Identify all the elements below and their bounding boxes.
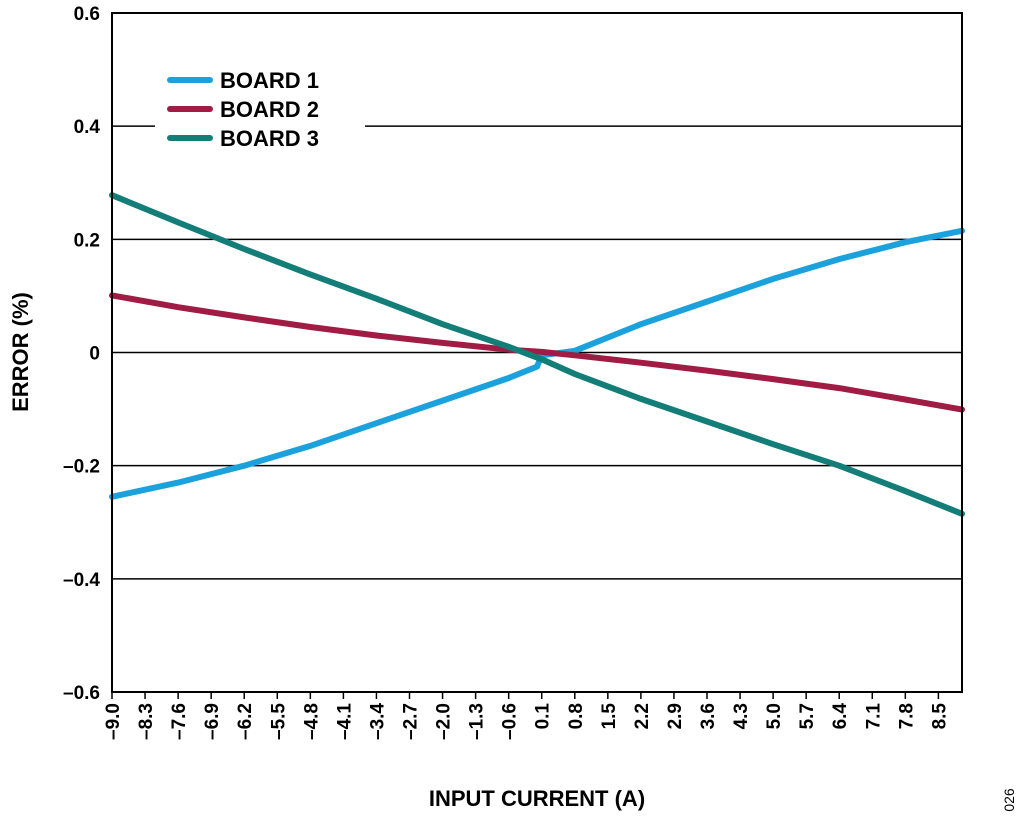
x-tick-label: –6.9 (202, 703, 223, 740)
y-tick-label: 0 (89, 344, 100, 365)
series-line-board-2 (109, 292, 965, 413)
y-axis-title: ERROR (%) (8, 292, 33, 412)
y-tick-label: 0.2 (74, 230, 100, 251)
x-tick-label: –5.5 (268, 703, 289, 740)
x-tick-label: 7.1 (863, 703, 884, 730)
x-tick-label: –3.4 (367, 703, 388, 740)
legend-label: BOARD 3 (220, 126, 319, 151)
legend-label: BOARD 1 (220, 68, 319, 93)
y-tick-label: 0.4 (74, 117, 101, 138)
plot-frame (111, 12, 963, 693)
x-tick-label: –6.2 (235, 703, 256, 740)
x-tick-label: 5.0 (764, 703, 785, 729)
x-tick-label: –8.3 (136, 703, 157, 740)
y-tick-label: –0.4 (63, 570, 100, 591)
x-tick-label: –4.8 (301, 703, 322, 740)
x-tick-label: –2.7 (401, 703, 422, 740)
x-tick-label: 6.4 (830, 703, 851, 730)
x-tick-label: 7.8 (896, 703, 917, 729)
x-tick-label: 8.5 (929, 703, 950, 730)
x-tick-label: –7.6 (169, 703, 190, 740)
x-axis-title: INPUT CURRENT (A) (429, 786, 645, 811)
x-tick-label: –1.3 (467, 703, 488, 740)
series-lines (109, 192, 965, 517)
x-tick-label: 2.2 (632, 703, 653, 729)
series-line-board-1 (109, 227, 965, 500)
x-tick-label: –0.6 (500, 703, 521, 740)
y-ticks: 0.6 0.4 0.2 0 –0.2 –0.4 –0.6 (63, 4, 100, 704)
figure-id: 026 (1001, 788, 1017, 812)
x-tick-label: 4.3 (731, 703, 752, 729)
x-tick-label: –2.0 (434, 703, 455, 740)
legend: BOARD 1 BOARD 2 BOARD 3 (155, 66, 365, 156)
series-line-board-3 (109, 192, 965, 517)
x-tick-label: 0.1 (533, 703, 554, 730)
x-tick-label: –9.0 (103, 703, 124, 740)
x-tick-label: 3.6 (698, 703, 719, 729)
x-tick-label: 5.7 (797, 703, 818, 729)
y-tick-label: 0.6 (74, 4, 100, 25)
x-tick-label: 1.5 (599, 703, 620, 730)
y-tick-label: –0.6 (63, 683, 100, 704)
x-ticks: –9.0 –8.3 –7.6 –6.9 –6.2 –5.5 –4.8 –4.1 –3.4 –2.7… (103, 692, 950, 740)
x-tick-label: 2.9 (665, 703, 686, 729)
y-tick-label: –0.2 (63, 457, 100, 478)
x-tick-label: –4.1 (334, 703, 355, 740)
legend-label: BOARD 2 (220, 97, 319, 122)
x-tick-label: 0.8 (566, 703, 587, 729)
